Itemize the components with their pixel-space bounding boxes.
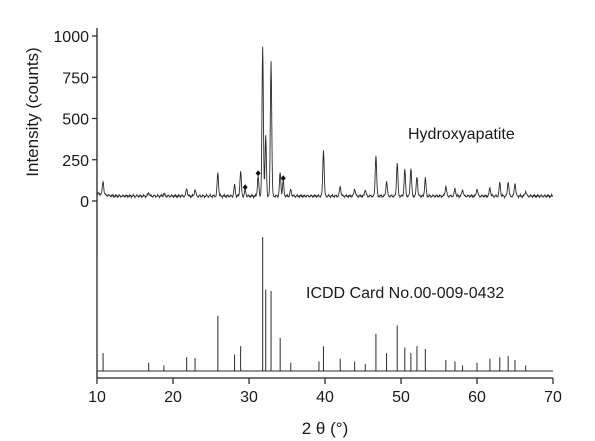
series-line-hydroxyapatite bbox=[96, 46, 554, 200]
y-axis-title: Intensity (counts) bbox=[23, 47, 42, 176]
series-label-icdd-card: ICDD Card No.00-009-0432 bbox=[306, 285, 504, 302]
series-label-hydroxyapatite: Hydroxyapatite bbox=[408, 126, 515, 143]
y-ticks: 0 250 500 750 1000 bbox=[53, 29, 97, 211]
x-tick-label: 30 bbox=[240, 389, 258, 406]
y-tick-label: 250 bbox=[62, 153, 89, 170]
x-axis-title: 2 θ (°) bbox=[302, 419, 348, 438]
peak-marker bbox=[242, 184, 248, 191]
y-axis: 0 250 500 750 1000 bbox=[53, 28, 98, 378]
series-layer bbox=[96, 46, 554, 372]
x-ticks: 10 20 30 40 50 60 70 bbox=[88, 378, 562, 406]
x-tick-label: 60 bbox=[468, 389, 486, 406]
y-tick-label: 500 bbox=[62, 112, 89, 129]
x-tick-label: 70 bbox=[544, 389, 562, 406]
x-tick-label: 20 bbox=[164, 389, 182, 406]
y-tick-label: 1000 bbox=[53, 29, 89, 46]
peak-marker bbox=[280, 175, 286, 182]
x-tick-label: 40 bbox=[316, 389, 334, 406]
x-axis: 10 20 30 40 50 60 70 bbox=[88, 377, 562, 406]
x-tick-label: 10 bbox=[88, 389, 106, 406]
peak-marker bbox=[255, 170, 261, 177]
x-tick-label: 50 bbox=[392, 389, 410, 406]
y-tick-label: 0 bbox=[80, 194, 89, 211]
y-tick-label: 750 bbox=[62, 70, 89, 87]
